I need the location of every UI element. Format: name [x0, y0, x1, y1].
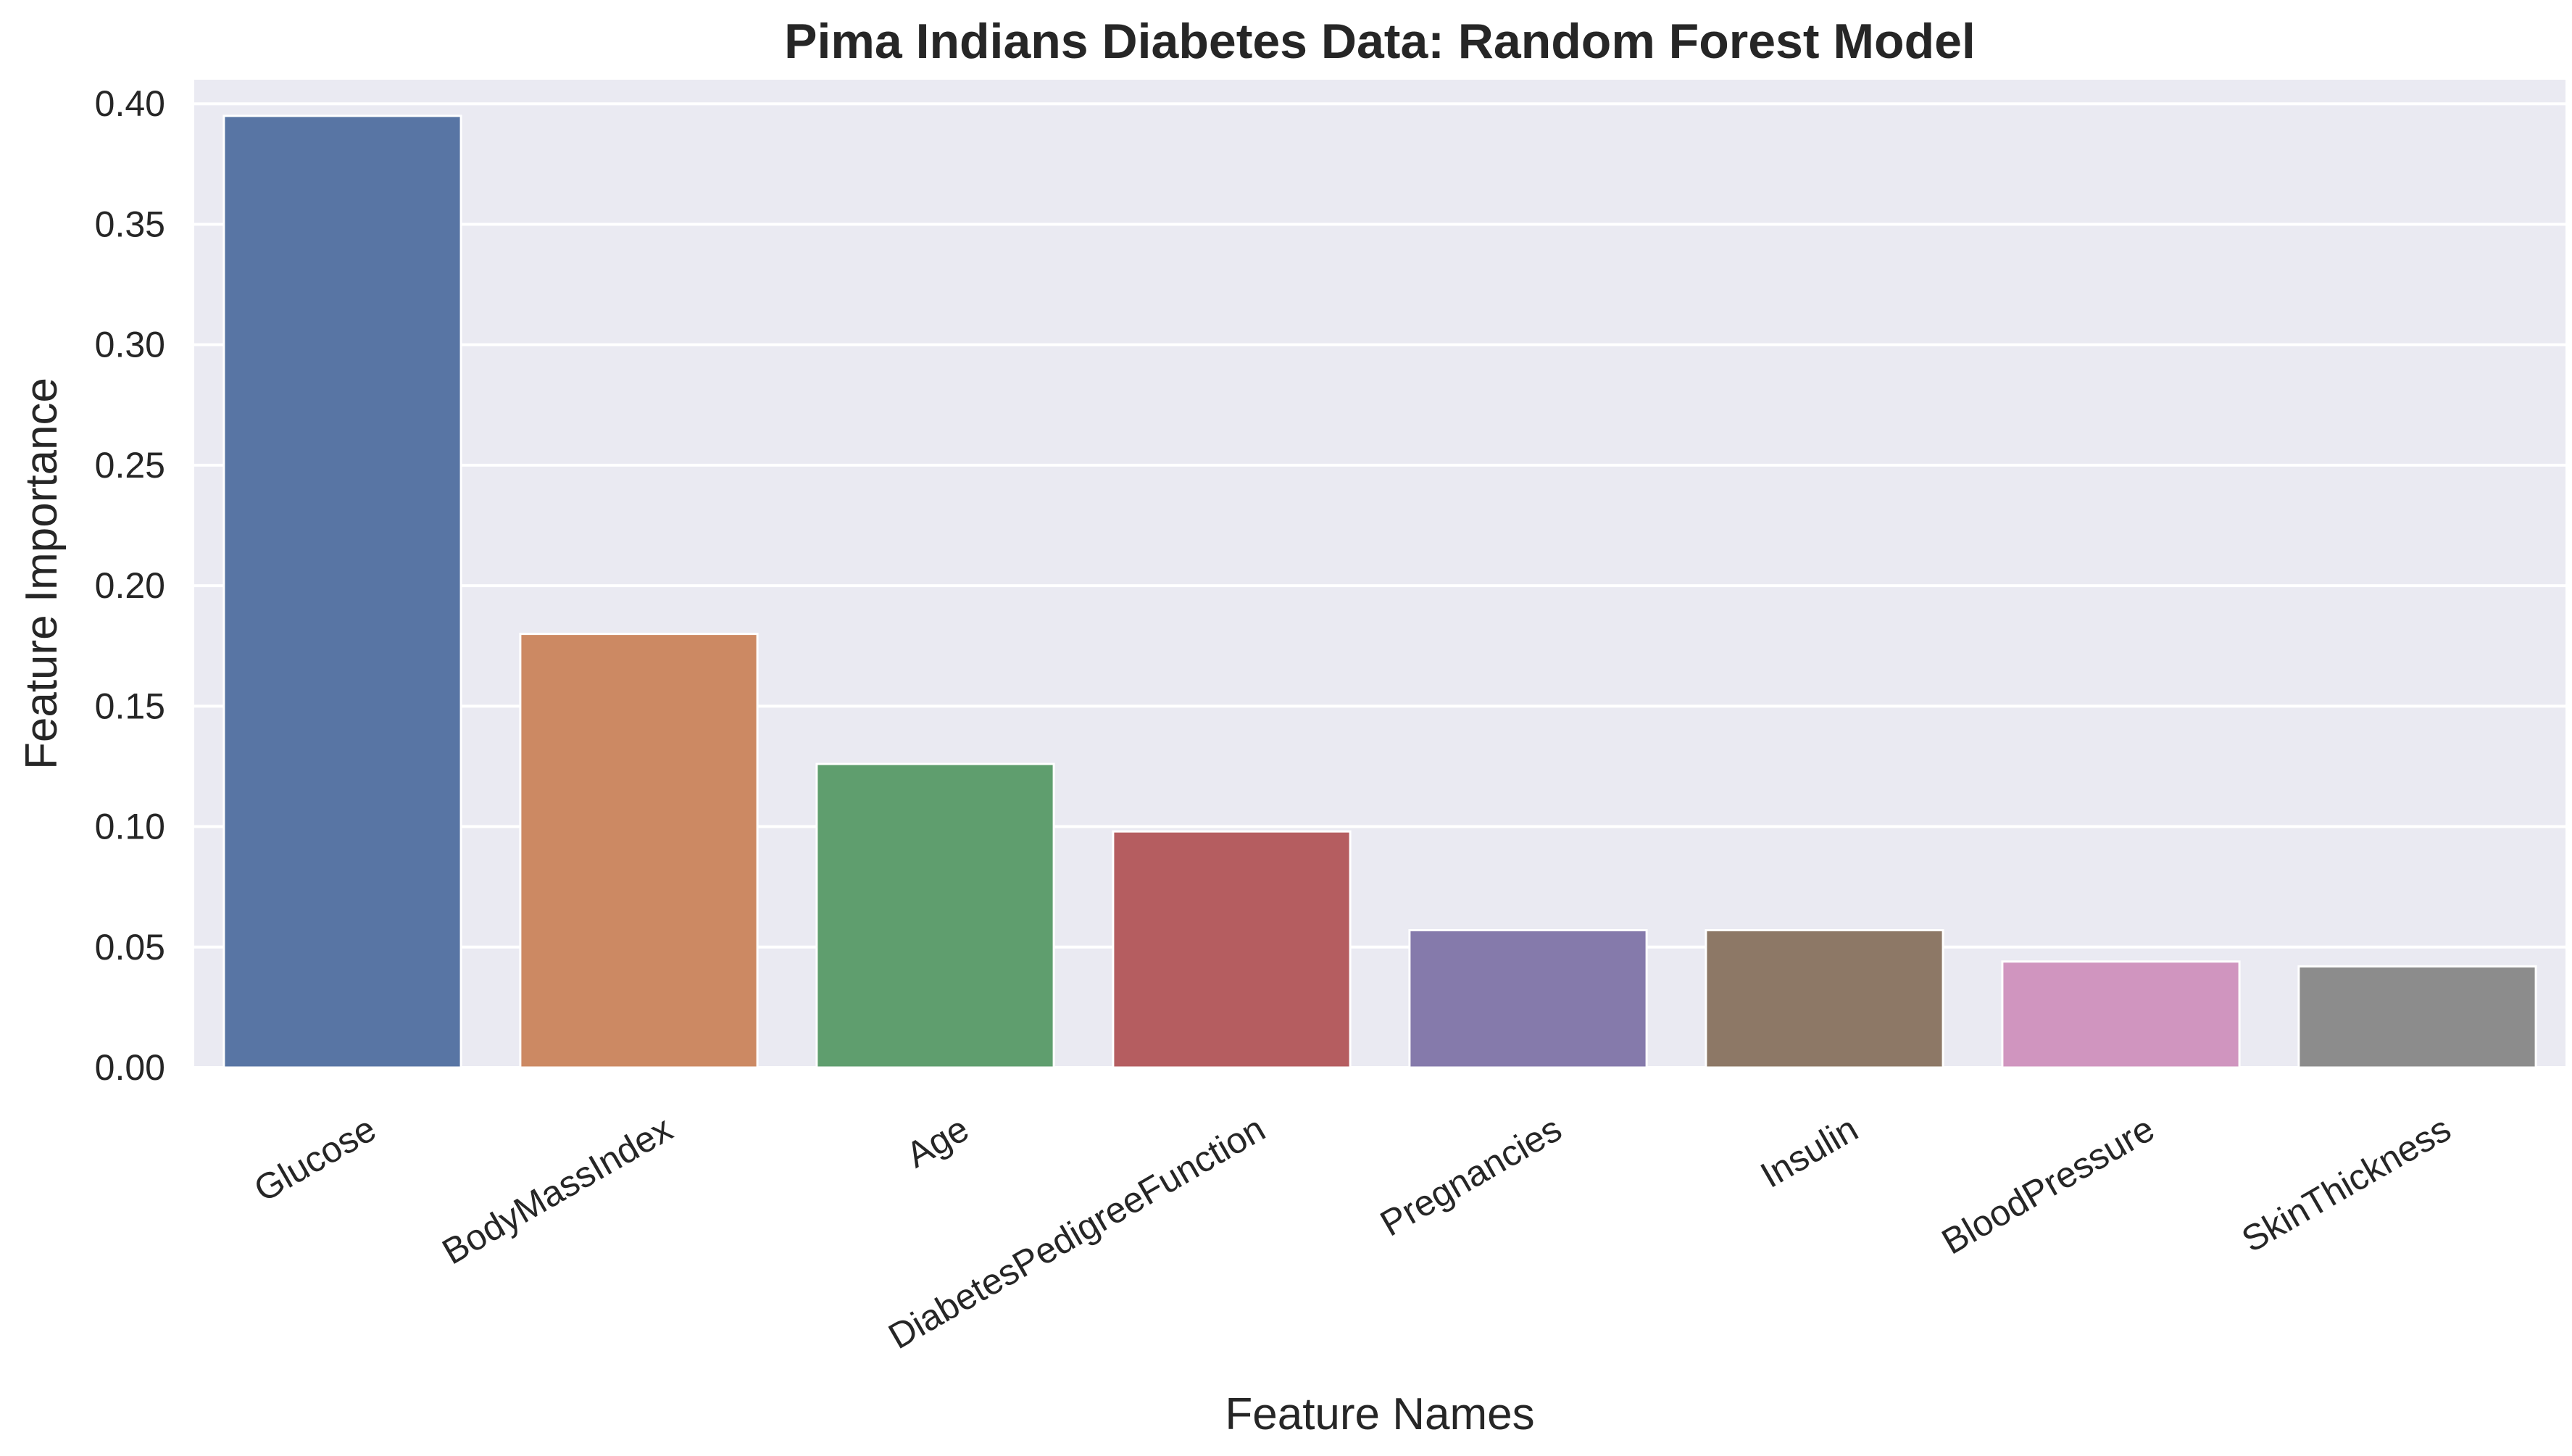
x-axis-label: Feature Names — [1225, 1389, 1534, 1439]
y-tick-label: 0.35 — [95, 204, 165, 244]
y-tick-label: 0.05 — [95, 927, 165, 968]
y-tick-label: 0.15 — [95, 686, 165, 726]
y-tick-label: 0.10 — [95, 807, 165, 847]
x-axis-ticks: Glucose BodyMassIndex AgeDiabetesPedigreeF… — [247, 1108, 2457, 1357]
y-tick-label: 0.20 — [95, 565, 165, 606]
bar-age — [815, 762, 1055, 1069]
chart-title: Pima Indians Diabetes Data: Random Fores… — [784, 14, 1976, 69]
y-tick-label: 0.00 — [95, 1047, 165, 1088]
y-tick-label: 0.40 — [95, 83, 165, 124]
x-tick-label: Insulin — [1754, 1108, 1865, 1196]
x-tick-label: Glucose — [247, 1108, 383, 1210]
y-axis-label: Feature Importance — [17, 378, 67, 770]
bar-diabetespedigreefunction — [1112, 830, 1352, 1069]
bar-bodymassindex — [519, 633, 759, 1069]
bar-skinthickness — [2297, 965, 2537, 1069]
bar-pregnancies — [1408, 929, 1648, 1069]
y-tick-label: 0.30 — [95, 325, 165, 365]
x-tick-label: BodyMassIndex — [436, 1108, 679, 1272]
x-tick-label: SkinThickness — [2235, 1108, 2457, 1260]
bar-bloodpressure — [2001, 960, 2241, 1069]
bar-insulin — [1705, 929, 1944, 1069]
x-tick-label: Age — [899, 1108, 975, 1176]
bars — [222, 115, 2537, 1069]
y-axis-ticks: 0.00 0.05 0.10 0.15 0.20 0.25 0.30 0.35 0.40 — [95, 83, 165, 1088]
y-tick-label: 0.25 — [95, 445, 165, 486]
x-tick-label: Pregnancies — [1373, 1108, 1568, 1244]
bar-glucose — [222, 115, 462, 1069]
x-tick-label: BloodPressure — [1935, 1108, 2161, 1262]
